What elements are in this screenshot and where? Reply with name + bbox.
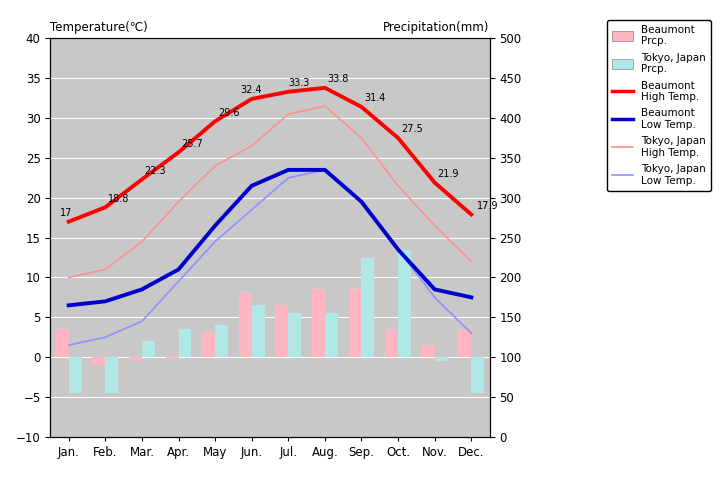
Text: 25.7: 25.7: [181, 139, 203, 149]
Text: 17: 17: [60, 208, 73, 218]
Bar: [142, 341, 155, 357]
Text: 27.5: 27.5: [401, 124, 423, 134]
Bar: [239, 293, 252, 357]
Text: 33.3: 33.3: [288, 78, 310, 88]
Bar: [202, 332, 215, 357]
Text: 22.3: 22.3: [145, 166, 166, 176]
Bar: [215, 325, 228, 357]
Bar: [459, 329, 472, 357]
Bar: [252, 305, 264, 357]
Bar: [68, 357, 81, 393]
Text: 31.4: 31.4: [364, 94, 386, 103]
Text: 21.9: 21.9: [438, 169, 459, 179]
Bar: [348, 289, 361, 357]
Text: 33.8: 33.8: [328, 74, 349, 84]
Bar: [472, 357, 484, 393]
Bar: [435, 357, 448, 361]
Bar: [105, 357, 118, 393]
Bar: [312, 289, 325, 357]
Bar: [129, 357, 142, 361]
Bar: [385, 329, 398, 357]
Text: 18.8: 18.8: [108, 194, 130, 204]
Bar: [276, 305, 288, 357]
Legend: Beaumont
Prcp., Tokyo, Japan
Prcp., Beaumont
High Temp., Beaumont
Low Temp., Tok: Beaumont Prcp., Tokyo, Japan Prcp., Beau…: [607, 20, 711, 191]
Bar: [288, 313, 301, 357]
Text: 32.4: 32.4: [240, 85, 262, 96]
Text: 17.9: 17.9: [477, 201, 498, 211]
Bar: [361, 257, 374, 357]
Bar: [179, 329, 192, 357]
Bar: [398, 250, 411, 357]
Text: Precipitation(mm): Precipitation(mm): [383, 22, 490, 35]
Text: Temperature(℃): Temperature(℃): [50, 22, 148, 35]
Bar: [422, 345, 435, 357]
Text: 29.6: 29.6: [218, 108, 239, 118]
Bar: [166, 357, 179, 359]
Bar: [325, 313, 338, 357]
Bar: [92, 357, 105, 365]
Bar: [56, 329, 68, 357]
